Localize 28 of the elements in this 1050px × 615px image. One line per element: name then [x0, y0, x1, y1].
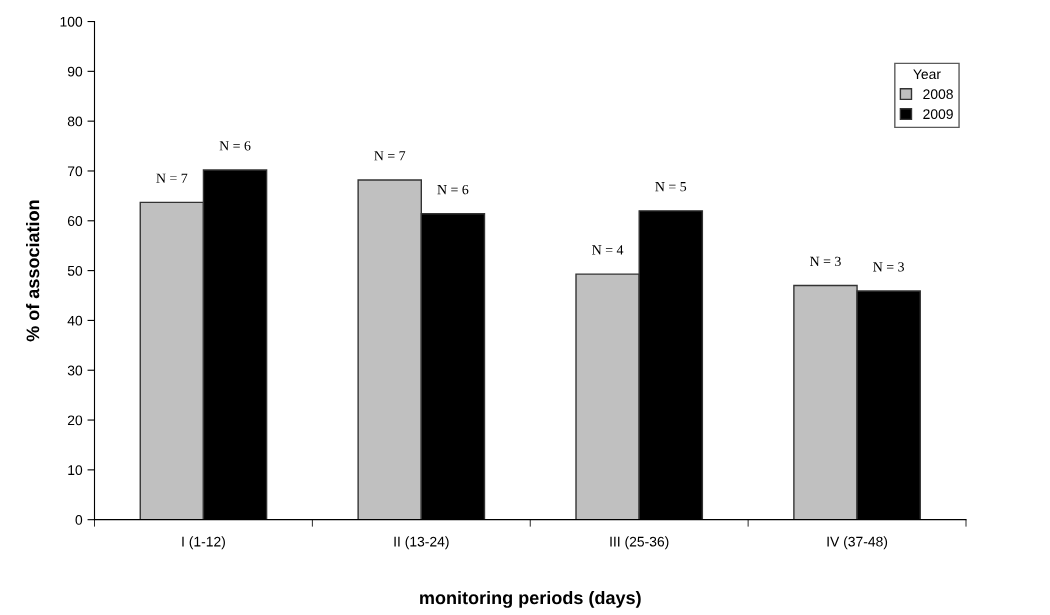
annotation: N = 7 [374, 151, 406, 161]
y-tick-label: 100 [60, 16, 83, 27]
annotation: N = 7 [156, 173, 188, 183]
x-axis-title: monitoring periods (days) [420, 590, 641, 608]
annotation: N = 4 [592, 245, 624, 255]
y-tick-label: 20 [67, 415, 83, 426]
y-axis-title: % of association [26, 200, 40, 342]
y-tick-label: 10 [68, 465, 83, 476]
annotation: N = 6 [437, 184, 469, 195]
annotation: N = 3 [809, 256, 841, 267]
x-tick-label: I (1-12) [182, 536, 225, 550]
y-tick-label: 30 [67, 365, 83, 376]
x-tick-label: IV (37-48) [827, 536, 888, 550]
y-tick-label: 60 [67, 216, 83, 226]
legend-label: 2008 [923, 89, 953, 100]
x-tick-label: II (13-24) [394, 536, 449, 550]
y-tick-label: 70 [67, 166, 83, 177]
annotation: N = 5 [655, 182, 687, 192]
annotation: N = 3 [873, 262, 904, 272]
legend-title: Year [913, 69, 941, 80]
y-tick-label: 80 [67, 116, 83, 127]
annotation: N = 6 [219, 141, 251, 151]
y-tick-label: 40 [67, 315, 83, 326]
x-tick-label: III (25-36) [610, 536, 669, 550]
y-tick-label: 0 [75, 515, 83, 525]
y-tick-label: 50 [67, 265, 83, 276]
legend-label: 2009 [923, 109, 953, 120]
y-tick-label: 90 [67, 66, 83, 77]
